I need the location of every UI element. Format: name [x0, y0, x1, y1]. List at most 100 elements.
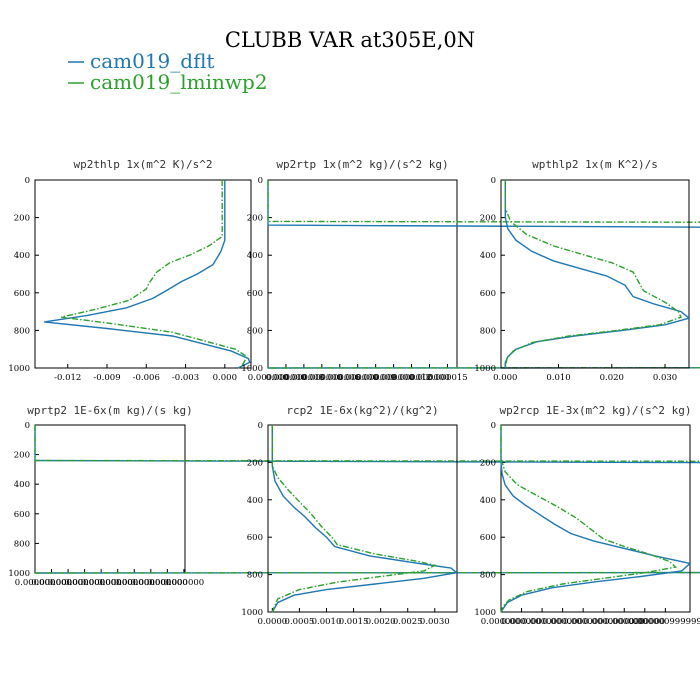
x-tick-label: 0.000000 [97, 578, 138, 588]
y-tick-label: 400 [14, 251, 30, 261]
x-tick-label: 0.0015 [339, 617, 369, 627]
y-tick-label: 1000 [474, 364, 496, 374]
plot-frame [267, 179, 458, 369]
x-tick-label: 0.000000 [625, 617, 666, 627]
x-tick-label: 0.000000 [302, 373, 343, 383]
y-tick-label: 800 [480, 326, 496, 336]
series-cam019_dflt [44, 180, 251, 369]
series-cam019_lminwp2 [500, 425, 678, 613]
x-tick-label: 0.0000 [257, 617, 287, 627]
x-tick-label: 0.000000 [147, 578, 188, 588]
panel-4: wprtp2 1E-6x(m kg)/(s kg) 0 200 400 600 800 10… [8, 404, 700, 588]
x-tick-label: 0.0030 [420, 617, 450, 627]
y-tick-label: 1000 [8, 569, 30, 579]
x-tick-label: 0.000000 [409, 373, 450, 383]
x-tick-label: -0.006 [133, 373, 160, 383]
series-cam019_dflt [271, 425, 459, 613]
x-tick-label: 0.000006 [319, 373, 360, 383]
x-tick-label: 0.000000 [64, 578, 105, 588]
x-tick-label: -0.003 [172, 373, 199, 383]
plot-frame [500, 179, 690, 369]
y-tick-label: 0 [491, 176, 496, 186]
y-tick-label: 200 [14, 214, 30, 224]
y-tick-label: 800 [14, 326, 30, 336]
x-tick-label: 0.000 [493, 373, 517, 383]
y-tick-label: 1000 [8, 364, 30, 374]
y-tick-label: 600 [480, 533, 496, 543]
y-tick-label: 400 [247, 496, 263, 506]
y-tick-label: 200 [247, 214, 263, 224]
y-tick-label: 400 [247, 251, 263, 261]
series-cam019_dflt [500, 425, 692, 613]
series-cam019_lminwp2 [267, 180, 700, 369]
panel-6: wp2rcp 1E-3x(m^2 kg)/(s^2 kg)0 200 400 600 8… [474, 404, 700, 627]
x-tick-label: 0.000009 [355, 373, 396, 383]
y-tick-label: 800 [247, 571, 263, 581]
x-tick-label: 0.000000 [604, 617, 645, 627]
y-tick-label: 600 [14, 510, 30, 520]
x-tick-label: -0.009 [93, 373, 120, 383]
x-tick-label: 0.000000 [131, 578, 172, 588]
x-tick-label: 0.000000 [337, 373, 378, 383]
figure-title: CLUBB VAR at305E,0N [225, 28, 475, 52]
series-cam019_lminwp2 [61, 180, 249, 369]
y-tick-label: 1000 [241, 364, 263, 374]
legend-label-lminwp2: cam019_lminwp2 [90, 70, 268, 94]
x-tick-label: 0.000000 [373, 373, 414, 383]
panel-title: wp2rcp 1E-3x(m^2 kg)/(s^2 kg) [499, 404, 691, 417]
y-tick-label: 1000 [474, 608, 496, 618]
series-cam019_dflt [504, 180, 691, 368]
y-tick-label: 600 [480, 289, 496, 299]
y-tick-label: 600 [14, 289, 30, 299]
x-tick-label: 0.000003 [284, 373, 325, 383]
y-tick-label: 800 [247, 326, 263, 336]
y-tick-label: 800 [14, 539, 30, 549]
panel-2: wp2rtp 1x(m^2 kg)/(s^2 kg) 0 200 400 600 800 1… [241, 158, 700, 383]
plot-frame [34, 179, 252, 369]
series-cam019_lminwp2 [271, 425, 437, 613]
x-tick-label: 0.0020 [366, 617, 396, 627]
panel-3: wpthlp2 1x(m K^2)/s 0 200 400 600 800 10000.00… [474, 158, 691, 383]
x-tick-label: 0.000000 [164, 578, 205, 588]
y-tick-label: 0 [258, 421, 263, 431]
x-tick-label: 0.000015 [427, 373, 468, 383]
y-tick-label: 600 [247, 533, 263, 543]
y-tick-label: 0 [25, 421, 30, 431]
legend: cam019_dflt cam019_lminwp2 [68, 49, 268, 94]
x-tick-label: 0.0005 [285, 617, 315, 627]
x-tick-label: 0.000000 [81, 578, 122, 588]
x-tick-label: 0.000000 [266, 373, 307, 383]
x-tick-label: 0.030 [653, 373, 677, 383]
plot-frame [500, 424, 691, 613]
x-tick-label: 0.000000 [563, 617, 604, 627]
plot-frame [34, 424, 186, 574]
y-tick-label: 0 [258, 176, 263, 186]
x-tick-label: 0.020 [600, 373, 624, 383]
x-tick-label: 0.010 [546, 373, 570, 383]
y-tick-label: 0 [491, 421, 496, 431]
x-tick-label: 0.0010 [312, 617, 342, 627]
y-tick-label: 400 [480, 496, 496, 506]
y-tick-label: 0 [25, 176, 30, 186]
panel-5: rcp2 1E-6x(kg^2)/(kg^2) 0 200 400 600 800 1000… [241, 404, 459, 627]
legend-label-dflt: cam019_dflt [90, 49, 214, 73]
x-tick-label: 0.000000999999 [629, 617, 700, 627]
y-tick-label: 400 [14, 480, 30, 490]
x-tick-label: 0.000000 [501, 617, 542, 627]
y-tick-label: 600 [247, 289, 263, 299]
panel-title: rcp2 1E-6x(kg^2)/(kg^2) [286, 404, 438, 417]
y-tick-label: 200 [247, 458, 263, 468]
x-tick-label: 0.000000 [48, 578, 89, 588]
y-tick-label: 800 [480, 571, 496, 581]
x-tick-label: -0.012 [54, 373, 81, 383]
x-tick-label: 0.000012 [391, 373, 432, 383]
series-cam019_dflt [34, 425, 700, 574]
panel-title: wp2rtp 1x(m^2 kg)/(s^2 kg) [276, 158, 448, 171]
panel-title: wprtp2 1E-6x(m kg)/(s kg) [27, 404, 193, 417]
x-tick-label: 0.000000 [114, 578, 155, 588]
series-cam019_lminwp2 [34, 425, 700, 574]
plot-frame [267, 424, 458, 613]
panel-title: wp2thlp 1x(m^2 K)/s^2 [73, 158, 212, 171]
x-tick-label: 0.0025 [393, 617, 423, 627]
